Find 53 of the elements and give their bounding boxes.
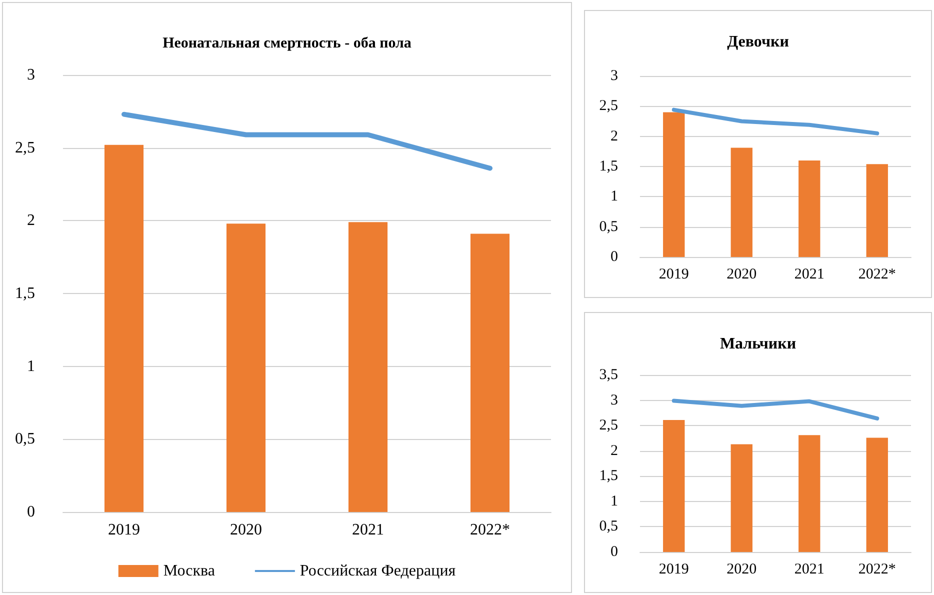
- x-tick-label: 2020: [230, 522, 262, 538]
- y-tick-label: 1,5: [599, 158, 618, 174]
- y-tick-label: 0: [610, 249, 618, 265]
- x-tick-label: 2022*: [858, 562, 896, 578]
- x-tick-label: 2020: [726, 562, 757, 578]
- bar: [104, 144, 144, 512]
- y-tick-label: 0,5: [599, 518, 618, 535]
- y-tick-label: 0,5: [599, 218, 618, 235]
- bar: [663, 112, 685, 257]
- x-tick-label: 2022*: [858, 266, 896, 282]
- x-tick-label: 2021: [352, 522, 384, 538]
- chart-title: Мальчики: [720, 336, 796, 352]
- y-tick-label: 1: [27, 358, 35, 375]
- y-tick-label: 1,5: [15, 285, 35, 302]
- bar: [730, 444, 752, 552]
- bar: [798, 160, 820, 257]
- y-tick-label: 2: [610, 442, 618, 459]
- y-tick-label: 2,5: [15, 139, 35, 156]
- bar: [470, 234, 510, 512]
- bar: [348, 222, 388, 512]
- y-tick-label: 0: [610, 544, 618, 560]
- y-tick-label: 1: [610, 188, 618, 205]
- chart-title: Неонатальная смертность - оба пола: [162, 36, 412, 52]
- y-tick-label: 0: [27, 504, 35, 520]
- legend-label: Российская Федерация: [300, 562, 456, 580]
- x-tick-label: 2021: [794, 562, 824, 578]
- bar: [730, 148, 752, 257]
- x-tick-label: 2021: [794, 266, 824, 282]
- bar: [226, 224, 266, 512]
- y-tick-label: 3,5: [599, 367, 618, 383]
- bar: [798, 435, 820, 552]
- y-tick-label: 1: [610, 493, 618, 510]
- x-tick-label: 2019: [108, 522, 140, 538]
- x-tick-label: 2020: [726, 266, 757, 282]
- y-tick-label: 2: [27, 212, 35, 230]
- y-tick-label: 0,5: [15, 430, 35, 448]
- line-series: [672, 108, 880, 136]
- bar: [866, 164, 888, 257]
- y-tick-label: 2: [610, 128, 618, 144]
- bar: [663, 420, 685, 552]
- x-tick-label: 2022*: [470, 522, 510, 538]
- chart-title: Девочки: [727, 34, 789, 50]
- y-tick-label: 2,5: [599, 418, 618, 434]
- y-tick-label: 2,5: [599, 98, 618, 114]
- y-tick-label: 3: [27, 66, 35, 84]
- y-tick-label: 1,5: [599, 468, 618, 484]
- x-tick-label: 2019: [658, 562, 689, 578]
- x-tick-label: 2019: [658, 266, 689, 282]
- line-series: [672, 398, 880, 420]
- y-tick-label: 3: [610, 392, 618, 408]
- bar: [866, 438, 888, 552]
- y-tick-label: 3: [610, 68, 618, 84]
- legend-label: Москва: [163, 562, 215, 580]
